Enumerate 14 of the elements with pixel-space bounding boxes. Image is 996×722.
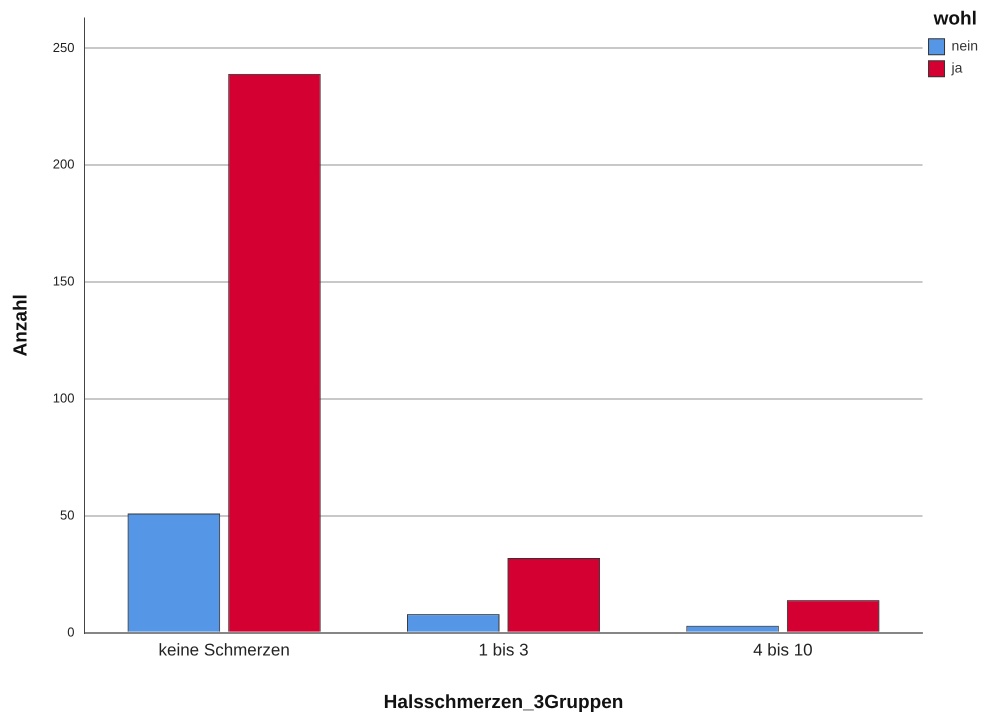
x-tick-label: 1 bis 3: [478, 640, 529, 660]
y-tick-label: 100: [52, 390, 74, 406]
y-tick-label: 0: [67, 624, 74, 640]
y-axis-title: Anzahl: [10, 294, 32, 356]
y-tick-label: 150: [52, 274, 74, 289]
legend-label: nein: [952, 38, 978, 54]
y-tick-label: 50: [60, 507, 74, 522]
y-tick-label: 250: [52, 40, 74, 55]
x-tick-label: keine Schmerzen: [158, 640, 290, 660]
x-tick-label: 4 bis 10: [753, 640, 813, 660]
legend-label: ja: [950, 60, 963, 76]
y-tick-label: 200: [52, 156, 74, 172]
x-axis-title: Halsschmerzen_3Gruppen: [384, 692, 624, 713]
legend-title: wohl: [932, 8, 977, 30]
